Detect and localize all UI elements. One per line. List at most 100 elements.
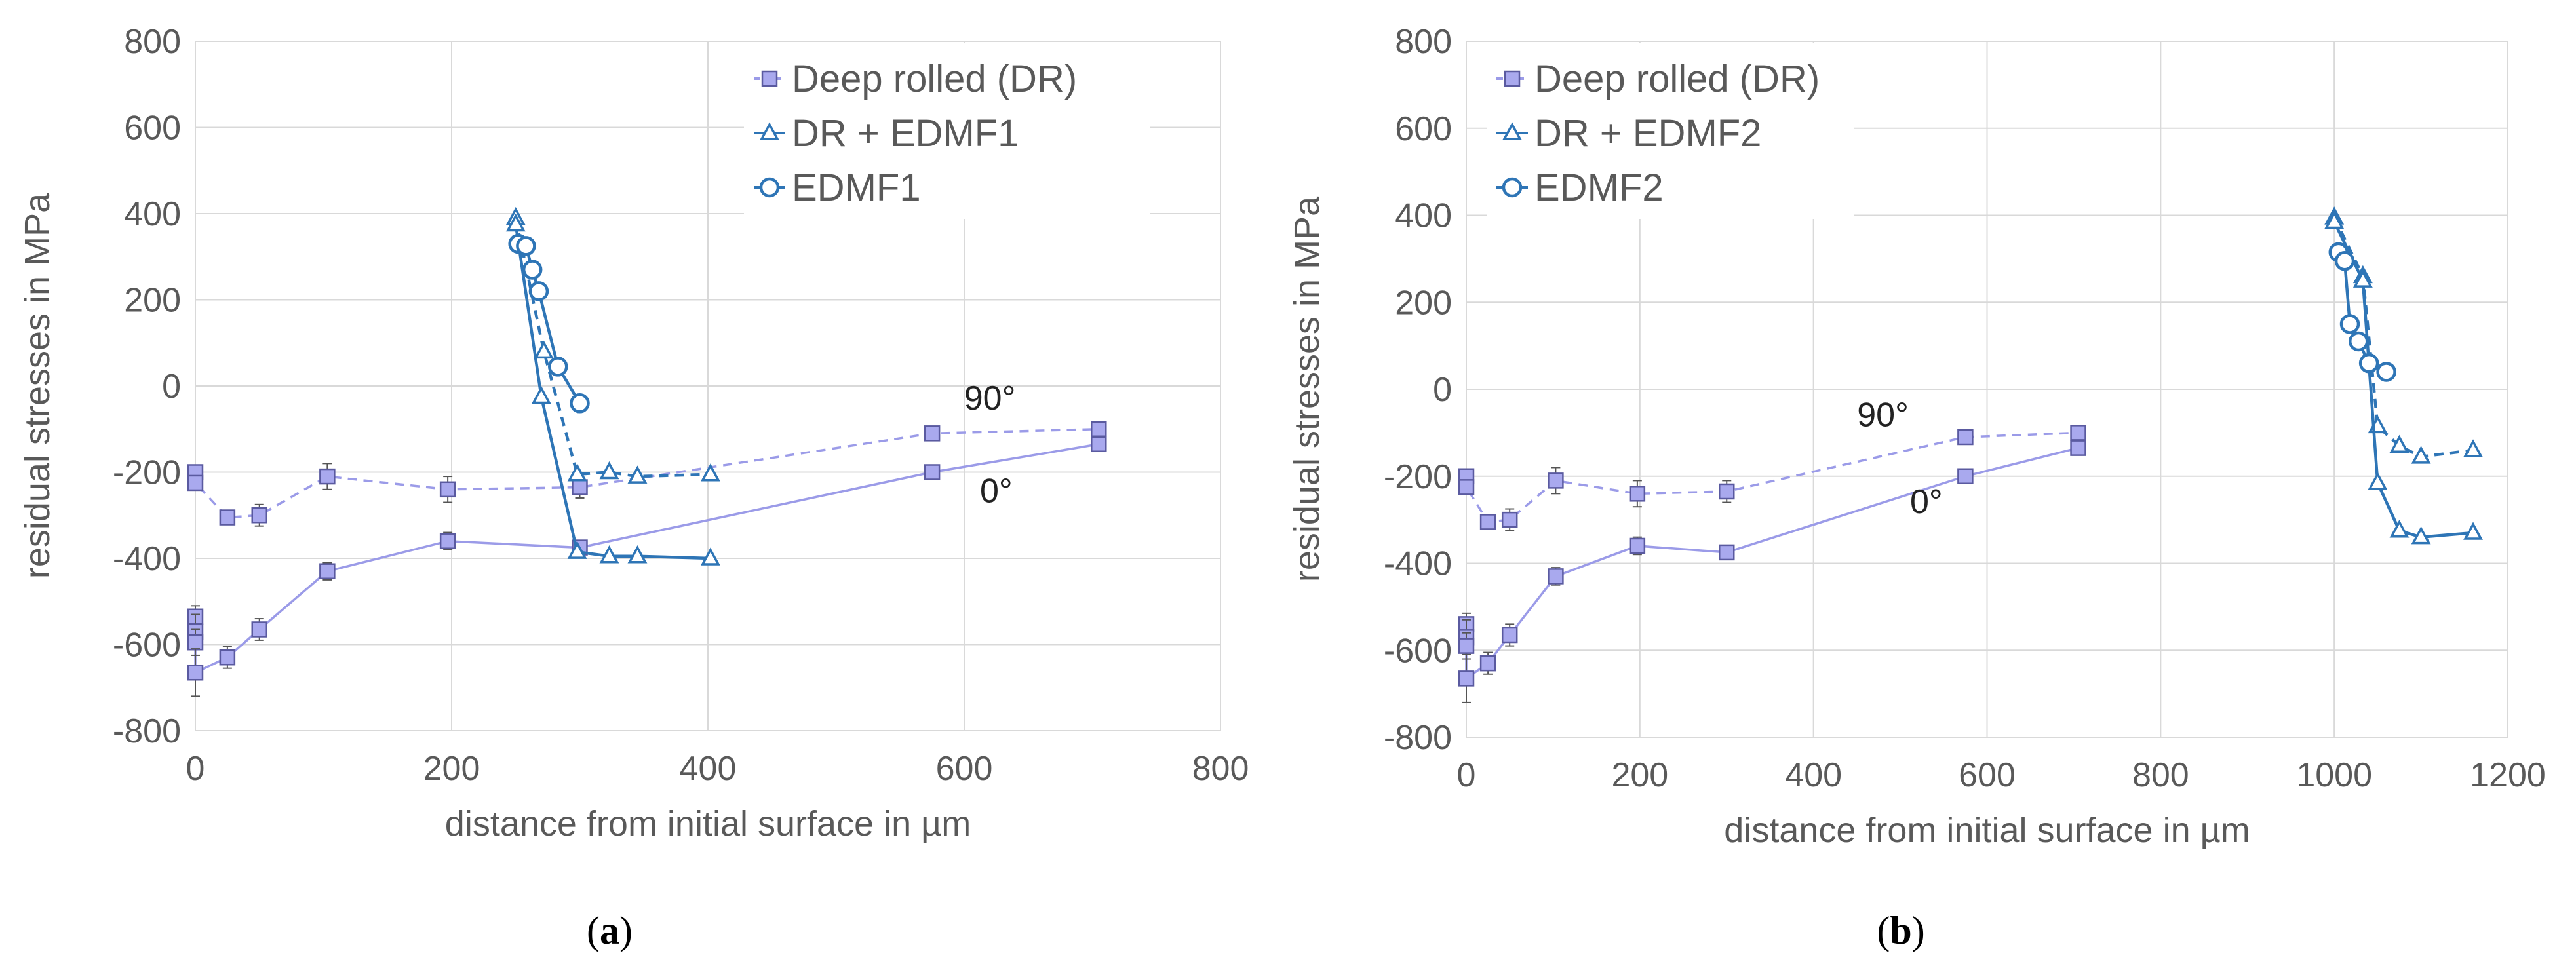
y-tick-label: 800 bbox=[124, 23, 181, 61]
data-point bbox=[1091, 436, 1107, 453]
series-line bbox=[514, 224, 711, 560]
data-point bbox=[567, 463, 587, 482]
angle-annotation: 90° bbox=[1857, 396, 1909, 434]
data-point bbox=[439, 481, 456, 498]
legend-label: DR + EDMF1 bbox=[792, 112, 1019, 155]
x-tick-label: 400 bbox=[680, 750, 737, 788]
data-point bbox=[534, 340, 554, 359]
data-point bbox=[1458, 479, 1475, 495]
data-point bbox=[439, 533, 456, 549]
data-point bbox=[2070, 440, 2086, 456]
y-tick-label: 0 bbox=[1433, 371, 1452, 409]
series-dr-edmf2-90- bbox=[2324, 206, 2483, 464]
data-point bbox=[2411, 446, 2431, 464]
y-tick-label: -400 bbox=[1384, 545, 1452, 583]
legend-marker-triangle bbox=[760, 122, 779, 140]
legend-item: DR + EDMF2 bbox=[1496, 112, 1761, 155]
x-tick-label: 200 bbox=[423, 750, 480, 788]
data-point bbox=[528, 281, 549, 301]
caption-letter: a bbox=[600, 909, 619, 952]
data-point bbox=[627, 465, 648, 484]
data-point bbox=[2352, 269, 2373, 288]
data-point bbox=[1458, 638, 1475, 654]
y-tick-label: 0 bbox=[162, 368, 181, 406]
data-point bbox=[522, 260, 543, 280]
data-point bbox=[2358, 353, 2379, 374]
data-point bbox=[251, 621, 267, 638]
series-dr-edmf1-90- bbox=[505, 206, 720, 484]
y-tick-label: -400 bbox=[113, 540, 181, 578]
data-point bbox=[572, 479, 588, 495]
x-tick-label: 0 bbox=[186, 750, 205, 788]
series-deep-rolled-dr-90- bbox=[1458, 425, 2086, 531]
data-point bbox=[319, 468, 336, 485]
data-point bbox=[570, 393, 590, 414]
x-tick-label: 400 bbox=[1785, 756, 1842, 794]
legend-label: EDMF1 bbox=[792, 166, 921, 209]
series-edmf2 bbox=[2328, 242, 2396, 382]
data-point bbox=[319, 563, 336, 579]
data-point bbox=[187, 474, 204, 492]
legend-item: Deep rolled (DR) bbox=[754, 58, 1077, 100]
chart-panel-b: -800 -600 -400 -200 0 200 400 600 800 0 200 400 600 8… bbox=[1287, 23, 2546, 952]
x-tick-label: 1200 bbox=[2470, 756, 2546, 794]
legend-marker-triangle bbox=[1502, 122, 1522, 140]
data-point bbox=[1719, 483, 1735, 500]
data-point bbox=[1458, 670, 1475, 687]
data-point bbox=[700, 547, 720, 566]
chart-panel-a: -800 -600 -400 -200 0 200 400 600 800 0 200 400 600 8… bbox=[18, 23, 1249, 952]
data-point bbox=[516, 236, 536, 256]
panel-caption: (a) bbox=[587, 909, 633, 952]
data-point bbox=[1548, 472, 1564, 489]
y-tick-label: -800 bbox=[113, 712, 181, 750]
x-axis-title: distance from initial surface in µm bbox=[1724, 811, 2250, 850]
y-tick-label: 600 bbox=[124, 109, 181, 147]
legend-marker-circle bbox=[759, 177, 780, 198]
y-tick-label: -600 bbox=[1384, 632, 1452, 670]
data-point bbox=[2376, 362, 2396, 382]
caption-letter: b bbox=[1890, 909, 1911, 952]
x-tick-label: 0 bbox=[1457, 756, 1476, 794]
data-point bbox=[627, 545, 648, 564]
data-point bbox=[219, 509, 236, 526]
data-point bbox=[1501, 511, 1518, 528]
legend-marker-circle bbox=[1502, 177, 1523, 198]
data-point bbox=[700, 463, 720, 482]
series-line bbox=[2333, 221, 2474, 539]
data-point bbox=[2463, 522, 2483, 540]
series-edmf1 bbox=[508, 233, 590, 414]
y-tick-label: 400 bbox=[124, 195, 181, 233]
y-tick-label: -600 bbox=[113, 627, 181, 665]
angle-annotation: 90° bbox=[964, 379, 1016, 417]
data-point bbox=[187, 664, 204, 681]
data-point bbox=[599, 461, 619, 480]
legend-label: Deep rolled (DR) bbox=[1534, 58, 1820, 100]
legend-label: EDMF2 bbox=[1534, 166, 1664, 209]
y-tick-label: 200 bbox=[1395, 284, 1452, 322]
y-axis-title: residual stresses in MPa bbox=[18, 193, 57, 579]
series-deep-rolled-dr-0- bbox=[1458, 440, 2086, 703]
gridlines bbox=[195, 41, 1221, 731]
data-point bbox=[1629, 486, 1646, 502]
data-point bbox=[2389, 520, 2410, 538]
caption-open: ( bbox=[587, 909, 600, 952]
legend-item: EDMF2 bbox=[1496, 166, 1664, 209]
y-tick-label: 400 bbox=[1395, 197, 1452, 235]
y-tick-label: 200 bbox=[124, 282, 181, 320]
series-line bbox=[2333, 216, 2474, 459]
data-point bbox=[1629, 537, 1646, 554]
y-tick-label: -200 bbox=[1384, 458, 1452, 496]
data-point bbox=[548, 357, 568, 377]
series-dr-edmf1-0- bbox=[505, 213, 720, 566]
data-point bbox=[2411, 526, 2431, 545]
legend: Deep rolled (DR) DR + EDMF1 EDMF1 bbox=[744, 43, 1150, 219]
y-tick-label: -800 bbox=[1384, 719, 1452, 757]
data-point bbox=[567, 541, 587, 559]
y-tick-label: 800 bbox=[1395, 23, 1452, 61]
data-point bbox=[1719, 544, 1735, 561]
data-point bbox=[2368, 472, 2388, 490]
data-point bbox=[531, 385, 551, 404]
x-axis-title: distance from initial surface in µm bbox=[445, 804, 971, 843]
x-tick-label: 1000 bbox=[2296, 756, 2372, 794]
